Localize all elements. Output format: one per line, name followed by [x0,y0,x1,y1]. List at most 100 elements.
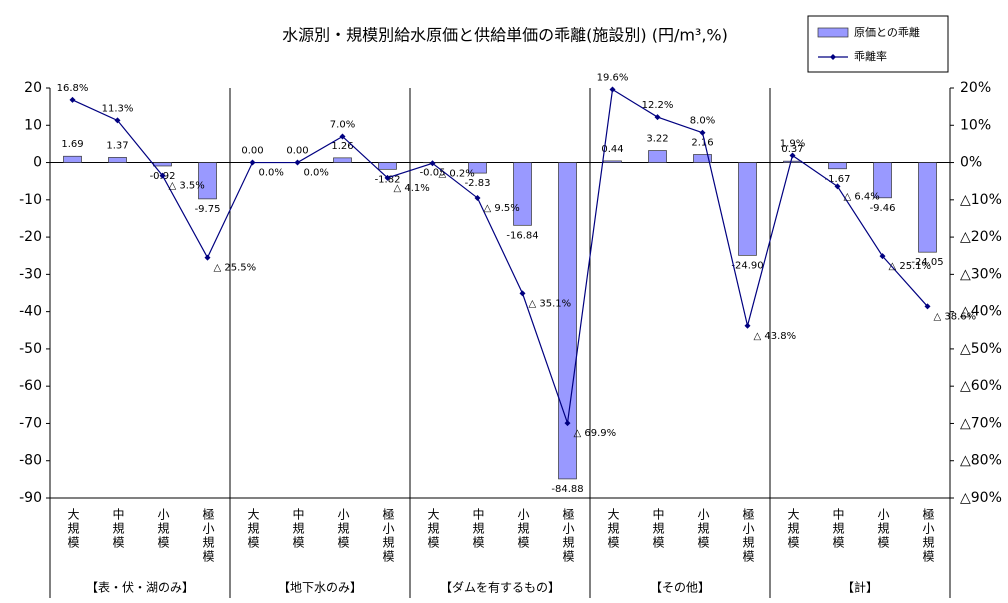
rate-marker [564,420,571,427]
y2-tick-label: △20% [960,229,1002,245]
x-tick-label: 小規模 [156,508,170,550]
bar [828,162,847,170]
bar [153,162,172,167]
y-tick-label: -40 [19,304,42,320]
y-tick-label: -90 [19,490,42,506]
rate-marker [699,129,706,136]
x-tick-label: 大規模 [246,508,260,550]
rate-label: △ 3.5% [169,181,205,192]
bar [63,155,82,163]
y-tick-label: 10 [24,117,42,133]
rate-marker [744,322,751,329]
x-tick-label: 極小規模 [381,507,395,564]
rate-marker [834,183,841,190]
y2-tick-label: 20% [960,80,991,96]
x-tick-label: 中規模 [291,507,305,550]
y-tick-label: 20 [24,80,42,96]
rate-label: △ 69.9% [574,428,617,439]
bar-label: 3.22 [646,134,668,145]
x-tick-label: 中規模 [111,507,125,550]
x-tick-label: 中規模 [831,507,845,550]
rate-label: 0.0% [259,168,284,179]
bar-label: 0.00 [241,146,263,157]
rate-marker [294,159,301,166]
rate-label: △ 35.1% [529,298,572,309]
y2-tick-label: △30% [960,266,1002,282]
rate-marker [114,117,121,124]
rate-label: △ 25.5% [214,263,257,274]
bar-label: -0.05 [420,168,446,179]
rate-marker [879,253,886,260]
chart-title: 水源別・規模別給水原価と供給単価の乖離(施設別) (円/m³,%) [282,26,728,45]
bar-label: 1.26 [331,141,353,152]
bar-label: 0.37 [781,144,803,155]
bar [738,162,757,256]
rate-marker [204,254,211,261]
y2-tick-label: 0% [960,155,982,171]
rate-marker [339,133,346,140]
legend-marker [830,54,836,60]
rate-label: 8.0% [690,116,715,127]
bar [378,162,397,170]
bar-label: -9.46 [870,203,896,214]
bar [108,157,127,163]
rate-label: 11.3% [102,103,134,114]
legend-label: 原価との乖離 [854,25,920,39]
bar-label: -84.88 [551,484,583,495]
rate-label: △ 6.4% [844,191,880,202]
bar-label: -24.90 [731,260,763,271]
bar-label: 1.37 [106,140,128,151]
bar-label: -9.75 [195,204,221,215]
bar [648,150,667,163]
group-label: 【計】 [842,580,878,595]
legend-swatch [817,27,849,38]
y-tick-label: -70 [19,415,42,431]
bar [198,162,217,200]
rate-label: 1.9% [780,138,805,149]
legend-label: 乖離率 [854,49,887,63]
rate-marker [609,86,616,93]
rate-label: △ 25.1% [889,261,932,272]
y-tick-label: -10 [19,192,42,208]
rate-label: △ 0.2% [439,168,475,179]
y-tick-label: -20 [19,229,42,245]
group-label: 【表・伏・湖のみ】 [86,580,194,595]
bar-label: 1.69 [61,139,83,150]
x-tick-label: 極小規模 [201,507,215,564]
rate-label: △ 43.8% [754,331,797,342]
bar [468,162,487,174]
bar-label: -24.05 [911,257,943,268]
rate-label: 0.0% [304,168,329,179]
bar-label: 0.44 [601,144,623,155]
bar [513,162,532,226]
x-tick-label: 中規模 [651,507,665,550]
x-tick-label: 大規模 [66,508,80,550]
group-label: 【その他】 [650,581,710,595]
x-tick-label: 極小規模 [741,507,755,564]
y-tick-label: -30 [19,266,42,282]
rate-line [72,88,928,424]
y-tick-label: -80 [19,453,42,469]
bar [873,162,892,199]
y2-tick-label: △40% [960,304,1002,320]
rate-marker [159,172,166,179]
bar-label: -16.84 [506,230,538,241]
bar [333,157,352,163]
rate-label: 12.2% [642,100,674,111]
bar-label: -2.83 [465,178,491,189]
y-tick-label: -50 [19,341,42,357]
bar-label: 2.16 [691,137,713,148]
y2-tick-label: △50% [960,341,1002,357]
y2-tick-label: △10% [960,192,1002,208]
x-tick-label: 大規模 [786,508,800,550]
y2-tick-label: △80% [960,453,1002,469]
bar [693,154,712,163]
rate-marker [654,114,661,121]
rate-marker [474,194,481,201]
bar-label: -1.67 [825,174,851,185]
rate-marker [519,290,526,297]
rate-marker [789,152,796,159]
y2-tick-label: △70% [960,415,1002,431]
bar [783,160,802,163]
